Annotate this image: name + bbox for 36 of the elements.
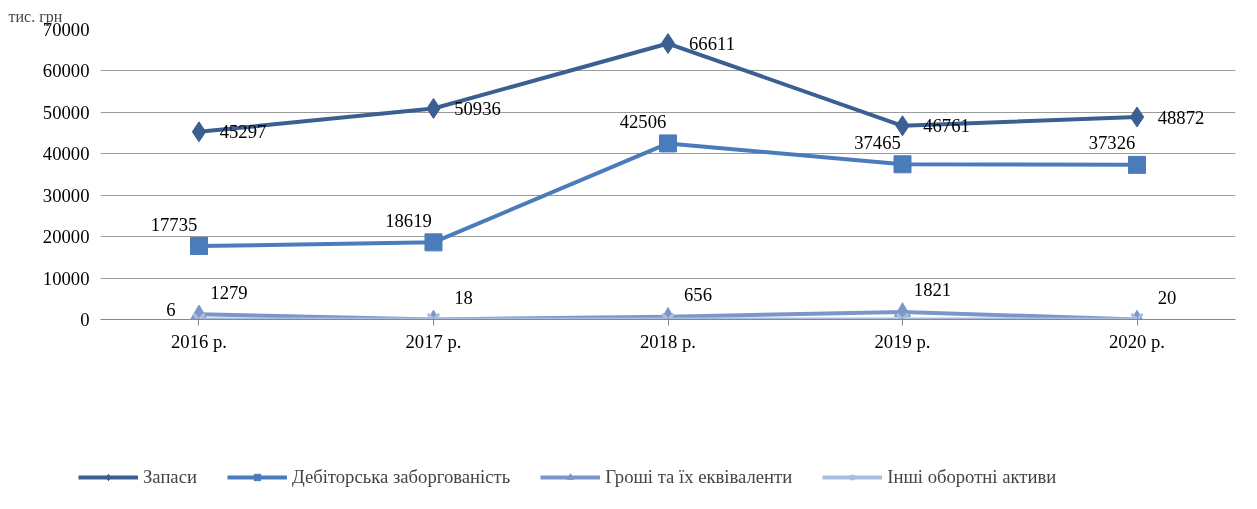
x-tick-label: 2020 р. xyxy=(1109,330,1165,352)
y-tick-label: 50000 xyxy=(42,101,90,123)
y-tick-label: 60000 xyxy=(42,60,90,82)
data-label: 42506 xyxy=(619,110,667,132)
legend-label: Запаси xyxy=(143,466,197,488)
data-label: 50936 xyxy=(454,97,501,119)
point xyxy=(1128,155,1147,174)
x-tick-label: 2019 р. xyxy=(874,330,931,352)
x-tick-label: 2016 р. xyxy=(171,330,227,352)
y-tick-label: 40000 xyxy=(42,143,90,165)
y-tick-label: 30000 xyxy=(42,184,90,206)
data-label: 1821 xyxy=(913,279,952,301)
data-label: 37326 xyxy=(1088,132,1136,154)
data-label: 6 xyxy=(166,298,176,320)
point xyxy=(893,155,912,174)
data-label: 20 xyxy=(1157,286,1177,308)
y-tick-label: 20000 xyxy=(42,226,90,248)
legend-label: Інші оборотні активи xyxy=(887,466,1057,488)
y-tick-label: 10000 xyxy=(42,267,90,289)
x-tick-label: 2017 р. xyxy=(405,330,462,352)
point xyxy=(659,134,677,153)
point xyxy=(1129,106,1145,128)
x-tick-label: 2018 р. xyxy=(640,330,696,352)
data-label: 1279 xyxy=(210,281,248,303)
data-label: 18619 xyxy=(385,209,432,231)
point xyxy=(660,33,676,55)
data-label: 18 xyxy=(454,286,473,308)
legend-label: Гроші та їх еквіваленти xyxy=(605,466,793,488)
y-tick-label: 0 xyxy=(80,309,90,330)
point xyxy=(191,121,207,143)
data-label: 48872 xyxy=(1157,106,1205,128)
data-label: 66611 xyxy=(689,33,735,55)
data-label: 17735 xyxy=(150,213,198,235)
legend-label: Дебіторська заборгованість xyxy=(291,466,511,488)
data-label: 656 xyxy=(684,284,712,306)
data-label: 37465 xyxy=(854,131,901,153)
